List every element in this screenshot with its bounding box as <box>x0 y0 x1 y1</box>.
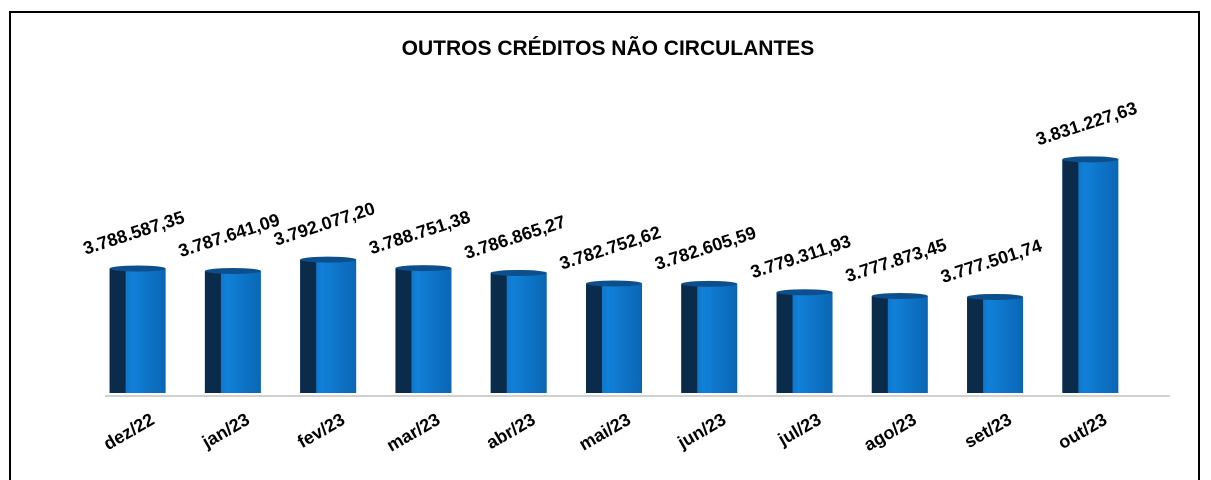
data-label: 3.779.311,93 <box>748 231 853 282</box>
x-tick-label: set/23 <box>961 409 1015 452</box>
x-tick-label: dez/22 <box>100 409 158 454</box>
bar-top <box>586 280 642 287</box>
bar-top <box>395 265 452 272</box>
x-tick-label: fev/23 <box>294 409 348 452</box>
x-tick-label: mai/23 <box>575 409 634 454</box>
chart-title: OUTROS CRÉDITOS NÃO CIRCULANTES <box>402 37 815 60</box>
data-label: 3.777.501,74 <box>938 235 1044 287</box>
data-label: 3.788.751,38 <box>367 207 473 259</box>
bar-top <box>776 289 833 296</box>
x-tick-label: mar/23 <box>383 409 443 455</box>
x-tick-label: out/23 <box>1054 409 1110 453</box>
bar-top <box>300 256 357 263</box>
x-tick-label: jul/23 <box>774 409 825 450</box>
x-tick-label: jan/23 <box>198 409 253 452</box>
bar-top <box>681 280 738 287</box>
data-label: 3.786.865,27 <box>462 211 568 263</box>
bar-side <box>1062 159 1079 393</box>
bar-side <box>300 259 317 393</box>
bar-top <box>490 269 547 276</box>
bar-side <box>586 283 602 393</box>
bar-top <box>109 265 166 272</box>
x-tick-label: ago/23 <box>860 409 919 455</box>
bar-side <box>204 270 221 393</box>
bar-side <box>776 292 793 393</box>
data-label: 3.782.605,59 <box>652 222 758 274</box>
data-label: 3.831.227,63 <box>1033 98 1139 150</box>
bar-side <box>490 272 507 393</box>
data-label: 3.782.752,62 <box>557 222 663 274</box>
bar-top <box>1062 156 1119 163</box>
data-label: 3.787.641,09 <box>176 210 282 262</box>
x-tick-label: jun/23 <box>673 409 729 453</box>
bar-side <box>681 283 698 393</box>
bar-top <box>871 292 928 299</box>
frame <box>9 11 1200 480</box>
data-label: 3.788.587,35 <box>81 207 187 259</box>
data-label: 3.792.077,20 <box>271 198 377 250</box>
bar-side <box>871 295 888 393</box>
data-label: 3.777.873,45 <box>843 235 949 287</box>
x-tick-label: abr/23 <box>483 409 539 453</box>
bar-side <box>395 268 412 393</box>
bar-top <box>204 267 261 274</box>
bar-top <box>967 293 1024 300</box>
bar-side <box>967 296 984 393</box>
bar-side <box>109 268 126 393</box>
